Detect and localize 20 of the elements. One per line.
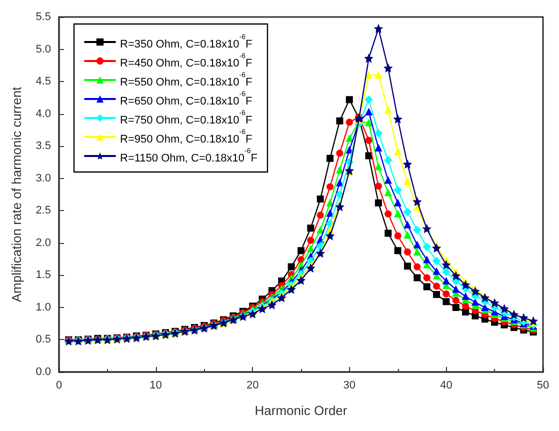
y-tick-label: 4.0 [36,108,51,120]
x-tick-label: 50 [536,380,550,392]
x-tick-label: 40 [440,380,452,392]
y-tick-label: 1.5 [36,269,51,282]
y-tick-label: 0.5 [36,334,51,346]
x-tick-label: 30 [343,380,356,392]
y-tick-label: 3.0 [36,172,51,184]
y-tick-label: 4.5 [36,76,51,88]
x-tick-label: 20 [246,380,259,392]
y-tick-label: 2.0 [36,236,51,249]
y-tick-label: 3.5 [36,140,51,152]
y-tick-label: 5.5 [36,11,51,23]
y-tick-label: 1.0 [36,301,51,314]
y-tick-label: 5.0 [36,43,51,56]
x-tick-label: 0 [56,380,62,392]
y-tick-label: 0.0 [36,366,51,378]
y-axis-title: Amplification rate of harmonic current [9,86,24,302]
x-tick-label: 10 [150,380,162,392]
y-tick-label: 2.5 [36,204,51,217]
x-axis-title: Harmonic Order [254,403,348,418]
